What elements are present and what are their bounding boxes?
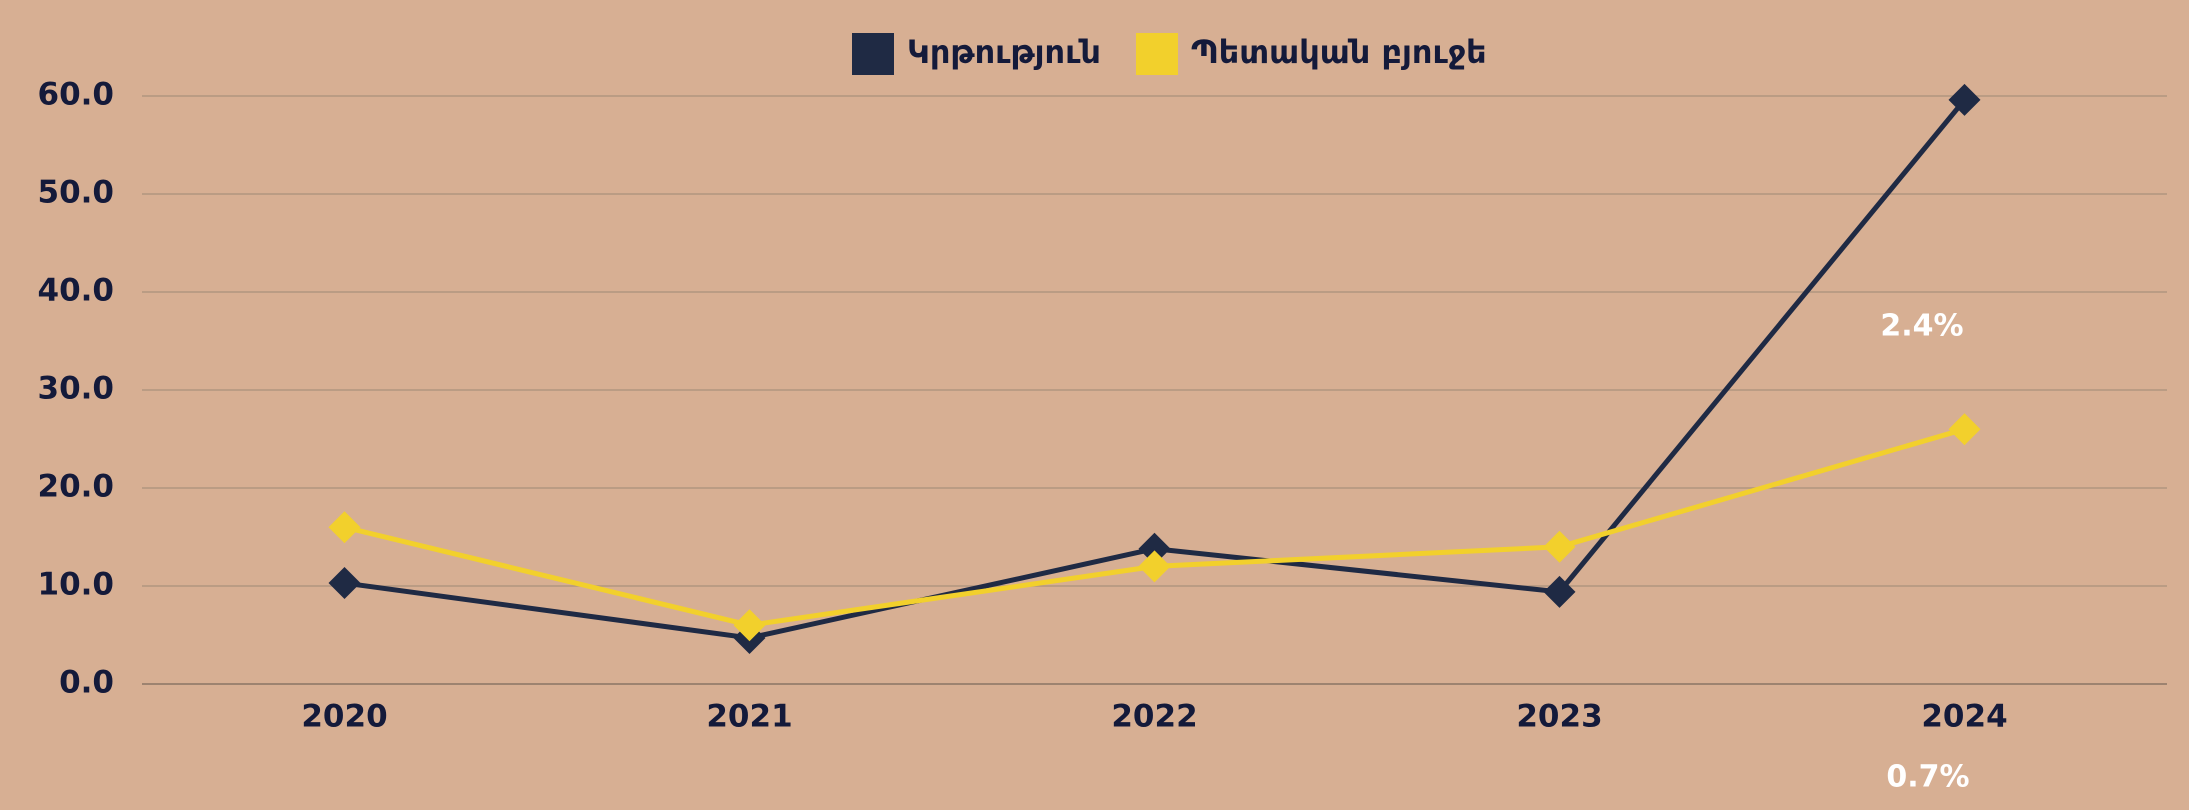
- legend-swatch: [852, 33, 894, 75]
- x-tick-label: 2024: [1921, 699, 2007, 735]
- y-tick-label: 30.0: [38, 371, 115, 407]
- data-point: [1138, 532, 1171, 565]
- x-tick-label: 2021: [706, 699, 792, 735]
- annotation: 0.7%: [1886, 760, 1969, 795]
- data-point: [1543, 530, 1576, 563]
- data-point: [328, 511, 361, 544]
- annotation: 2.4%: [1880, 309, 1963, 344]
- y-tick-label: 20.0: [38, 469, 115, 505]
- data-point: [1948, 413, 1981, 446]
- x-tick-label: 2020: [301, 699, 387, 735]
- data-point: [1543, 575, 1576, 608]
- data-point: [1948, 83, 1981, 116]
- legend-label: Կրթություն: [907, 33, 1101, 71]
- legend-swatch: [1135, 33, 1178, 75]
- data-point: [1138, 550, 1171, 583]
- y-tick-label: 40.0: [38, 273, 115, 309]
- y-tick-label: 50.0: [38, 175, 115, 211]
- y-tick-label: 60.0: [38, 77, 115, 113]
- y-tick-label: 10.0: [38, 567, 115, 603]
- y-tick-label: 0.0: [59, 665, 114, 701]
- data-point: [328, 567, 361, 600]
- x-tick-label: 2022: [1111, 699, 1197, 735]
- x-tick-label: 2023: [1516, 699, 1602, 735]
- legend-label: Պետական բյուջե: [1191, 33, 1487, 71]
- data-point: [733, 609, 766, 642]
